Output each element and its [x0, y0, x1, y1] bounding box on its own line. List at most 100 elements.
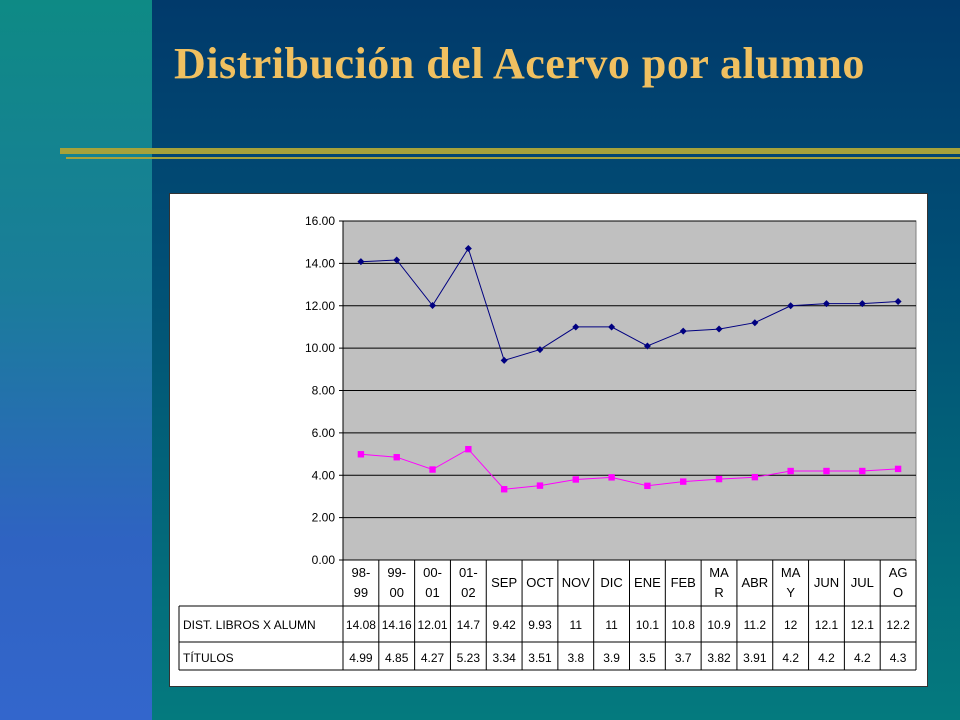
y-tick-label: 4.00 — [312, 468, 336, 482]
x-category-label: SEP — [491, 575, 517, 590]
data-point-square — [357, 451, 365, 458]
data-point-diamond — [500, 356, 508, 364]
table-value-cell: 3.91 — [743, 651, 767, 665]
left-accent-band — [0, 0, 152, 720]
x-category-label: NOV — [562, 575, 591, 590]
y-tick-label: 12.00 — [305, 299, 335, 313]
data-point-diamond — [787, 302, 795, 310]
table-value-cell: 3.82 — [707, 651, 731, 665]
table-value-cell: 3.51 — [528, 651, 552, 665]
table-row-header: TÍTULOS — [183, 650, 234, 665]
table-value-cell: 3.8 — [567, 651, 584, 665]
table-value-cell: 4.99 — [349, 651, 373, 665]
data-point-square — [429, 466, 436, 473]
data-point-square — [894, 465, 902, 473]
table-value-cell: 10.8 — [672, 618, 696, 632]
data-point-square — [500, 486, 508, 493]
data-point-square — [823, 467, 830, 475]
x-category-label: JUN — [814, 575, 839, 590]
data-point-diamond — [464, 245, 472, 253]
data-point-diamond — [572, 323, 580, 331]
data-point-square — [787, 467, 794, 475]
table-value-cell: 12 — [784, 618, 798, 632]
x-category-label: JUL — [851, 575, 874, 590]
table-value-cell: 3.34 — [492, 651, 516, 665]
table-row-header: DIST. LIBROS X ALUMN — [183, 618, 316, 632]
series-line — [360, 448, 899, 490]
chart-container: 0.00 2.00 4.00 6.00 8.00 10.00 12.00 14.00 16.00… — [169, 193, 928, 687]
table-value-cell: 12.1 — [815, 618, 839, 632]
data-point-diamond — [429, 302, 437, 310]
table-value-cell: 11.2 — [744, 618, 767, 632]
series-line — [360, 247, 899, 362]
data-point-diamond — [894, 298, 902, 306]
table-value-cell: 4.85 — [385, 651, 409, 665]
data-point-square — [751, 473, 759, 481]
table-value-cell: 9.93 — [528, 618, 552, 632]
table-value-cell: 11 — [570, 618, 583, 632]
y-tick-label: 16.00 — [305, 214, 335, 228]
table-value-cell: 11 — [605, 618, 618, 632]
x-category-label: AG — [889, 565, 908, 580]
x-category-label: MA — [709, 565, 729, 580]
table-value-cell: 14.08 — [346, 618, 376, 632]
table-value-cell: 12.01 — [418, 618, 448, 632]
data-point-diamond — [679, 327, 687, 335]
table-value-cell: 3.5 — [639, 651, 656, 665]
data-point-diamond — [858, 300, 866, 308]
table-value-cell: 3.9 — [603, 651, 620, 665]
table-value-cell: 4.2 — [818, 651, 835, 665]
x-category-label: 98- — [352, 565, 371, 580]
y-tick-label: 10.00 — [305, 341, 335, 355]
x-category-label: 00 — [389, 585, 403, 600]
data-point-square — [715, 475, 723, 483]
x-category-label: MA — [781, 565, 801, 580]
data-point-square — [572, 476, 579, 483]
table-value-cell: 10.9 — [707, 618, 731, 632]
table-value-cell: 4.3 — [890, 651, 907, 665]
y-tick-label: 14.00 — [305, 256, 335, 270]
x-category-label: ABR — [741, 575, 768, 590]
table-value-cell: 4.2 — [854, 651, 871, 665]
table-value-cell: 10.1 — [636, 618, 660, 632]
data-point-diamond — [822, 300, 830, 308]
x-category-label: 99 — [354, 585, 368, 600]
data-point-diamond — [357, 258, 365, 266]
y-tick-label: 8.00 — [312, 384, 336, 398]
table-value-cell: 14.16 — [382, 618, 412, 632]
x-category-label: OCT — [526, 575, 554, 590]
x-category-label: 00- — [423, 565, 442, 580]
data-point-diamond — [608, 323, 616, 331]
x-category-label: FEB — [671, 575, 696, 590]
table-value-cell: 3.7 — [675, 651, 692, 665]
x-category-label: 02 — [461, 585, 475, 600]
data-point-square — [680, 478, 687, 485]
table-value-cell: 9.42 — [492, 618, 516, 632]
data-point-square — [536, 482, 544, 489]
slide-title: Distribución del Acervo por alumno — [174, 39, 865, 88]
x-category-label: 01 — [425, 585, 439, 600]
data-point-diamond — [751, 319, 759, 327]
data-point-diamond — [715, 325, 723, 333]
x-category-label: DIC — [600, 575, 622, 590]
y-tick-label: 0.00 — [312, 553, 336, 567]
table-value-cell: 5.23 — [457, 651, 481, 665]
data-point-square — [644, 482, 651, 490]
table-value-cell: 4.2 — [782, 651, 799, 665]
x-category-label: 01- — [459, 565, 478, 580]
data-point-square — [465, 445, 472, 453]
x-category-label: 99- — [387, 565, 406, 580]
title-rule-thick — [60, 148, 960, 154]
table-value-cell: 4.27 — [421, 651, 445, 665]
title-rule-thin — [66, 157, 960, 159]
data-point-diamond — [393, 256, 401, 264]
line-chart-with-data-table: 0.00 2.00 4.00 6.00 8.00 10.00 12.00 14.00 16.00… — [178, 214, 917, 671]
table-value-cell: 12.1 — [851, 618, 875, 632]
x-category-label: O — [893, 585, 903, 600]
x-category-label: Y — [786, 585, 795, 600]
x-category-label: ENE — [634, 575, 661, 590]
y-tick-label: 6.00 — [312, 426, 336, 440]
data-point-square — [393, 454, 400, 461]
data-point-square — [859, 467, 866, 475]
y-tick-label: 2.00 — [312, 511, 336, 525]
